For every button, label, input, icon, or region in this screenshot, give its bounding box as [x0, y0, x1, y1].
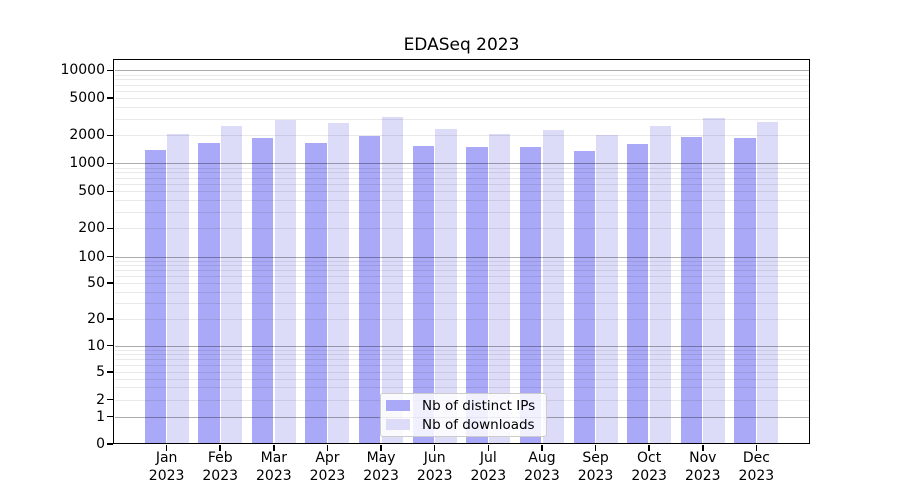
- bar-aug-downloads: [542, 130, 564, 444]
- bar-mar-downloads: [274, 120, 296, 444]
- bar-jun-downloads: [435, 129, 457, 444]
- bar-dec-downloads: [757, 122, 779, 444]
- bar-jul-distinct-ips: [466, 147, 488, 444]
- bar-may-distinct-ips: [359, 136, 381, 444]
- bar-oct-distinct-ips: [627, 144, 649, 444]
- legend-label-distinct-ips: Nb of distinct IPs: [422, 397, 536, 414]
- bar-oct-downloads: [649, 125, 672, 444]
- bar-mar-distinct-ips: [251, 138, 274, 444]
- bar-aug-distinct-ips: [519, 146, 542, 444]
- bar-jun-distinct-ips: [412, 145, 434, 444]
- legend-row-downloads: Nb of downloads: [386, 417, 540, 433]
- chart-title: EDASeq 2023: [403, 35, 520, 55]
- bar-sep-downloads: [596, 134, 618, 444]
- bar-nov-downloads: [703, 118, 725, 444]
- legend-swatch-distinct-ips-icon: [386, 400, 410, 411]
- bar-may-downloads: [381, 116, 404, 444]
- bar-feb-distinct-ips: [198, 142, 220, 444]
- bar-jan-downloads: [167, 134, 189, 444]
- bar-apr-distinct-ips: [305, 143, 327, 444]
- bar-jan-distinct-ips: [144, 149, 166, 444]
- legend-label-downloads: Nb of downloads: [422, 416, 535, 433]
- bar-apr-downloads: [328, 123, 350, 444]
- bar-nov-distinct-ips: [680, 136, 703, 444]
- legend: Nb of distinct IPs Nb of downloads: [380, 393, 547, 437]
- legend-row-distinct-ips: Nb of distinct IPs: [386, 398, 540, 414]
- bar-jul-downloads: [489, 134, 511, 444]
- bar-dec-distinct-ips: [734, 137, 756, 444]
- bar-feb-downloads: [220, 126, 243, 444]
- legend-swatch-downloads-icon: [386, 419, 410, 430]
- bar-sep-distinct-ips: [573, 151, 595, 444]
